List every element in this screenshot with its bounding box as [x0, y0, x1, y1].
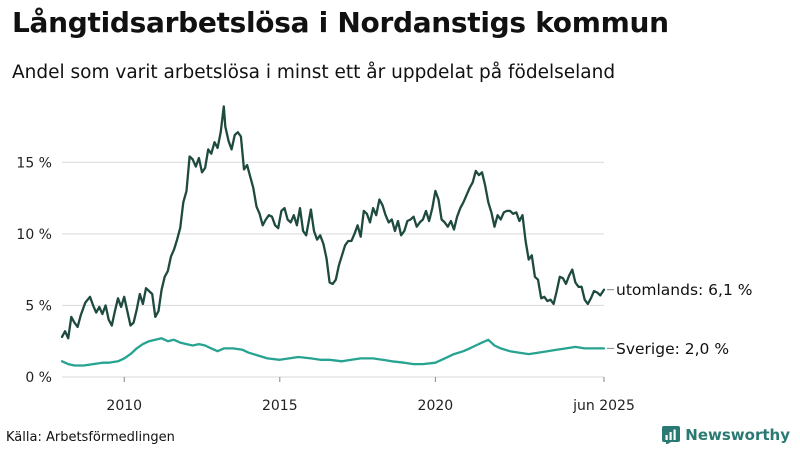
x-tick-label: 2010: [106, 398, 142, 414]
y-tick-label: 0 %: [25, 370, 52, 386]
brand-logo: Newsworthy: [662, 426, 790, 444]
y-tick-label: 5 %: [25, 298, 52, 314]
newsworthy-icon: [662, 426, 681, 444]
y-tick-label: 10 %: [16, 227, 52, 243]
end-label-utomlands: utomlands: 6,1 %: [616, 281, 752, 299]
x-tick-label: jun 2025: [572, 398, 635, 414]
series-line-utomlands: [60, 105, 606, 340]
x-tick-label: 2020: [418, 398, 454, 414]
source-note: Källa: Arbetsförmedlingen: [6, 430, 175, 445]
chart-subtitle: Andel som varit arbetslösa i minst ett å…: [12, 62, 616, 83]
y-tick-label: 15 %: [16, 155, 52, 171]
end-label-Sverige: Sverige: 2,0 %: [616, 340, 729, 358]
x-tick-label: 2015: [262, 398, 298, 414]
brand-name: Newsworthy: [685, 426, 790, 444]
series-line-Sverige: [60, 337, 606, 367]
chart-title: Långtidsarbetslösa i Nordanstigs kommun: [12, 6, 669, 39]
